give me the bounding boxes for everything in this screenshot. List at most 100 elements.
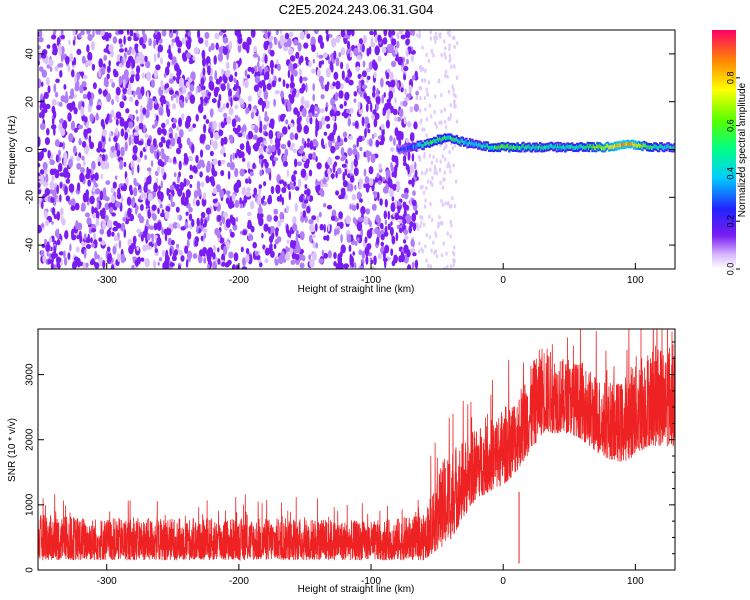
noise-dot bbox=[389, 188, 394, 197]
noise-dot bbox=[440, 199, 443, 204]
noise-dot bbox=[350, 160, 354, 171]
noise-dot bbox=[106, 73, 110, 80]
noise-dot bbox=[433, 170, 436, 175]
noise-dot bbox=[153, 69, 158, 79]
noise-dot bbox=[264, 40, 270, 46]
noise-dot bbox=[192, 197, 196, 206]
noise-dot bbox=[312, 241, 316, 249]
noise-dot bbox=[348, 183, 354, 192]
noise-dot bbox=[293, 39, 299, 46]
noise-dot bbox=[423, 151, 426, 157]
noise-dot bbox=[294, 132, 299, 141]
noise-dot bbox=[434, 31, 437, 37]
noise-dot bbox=[336, 222, 341, 227]
noise-dot bbox=[266, 83, 272, 91]
noise-dot bbox=[319, 223, 324, 231]
noise-dot bbox=[380, 229, 384, 235]
noise-dot bbox=[356, 221, 363, 232]
colorbar-scale bbox=[712, 30, 736, 269]
noise-dot bbox=[55, 256, 62, 264]
colorbar-tick-label: 0.6 bbox=[725, 119, 735, 132]
noise-dot bbox=[326, 234, 330, 242]
noise-dot bbox=[178, 142, 183, 149]
x-tick-label: -100 bbox=[361, 275, 381, 286]
noise-dot bbox=[314, 105, 318, 112]
noise-dot bbox=[83, 159, 86, 167]
noise-dot bbox=[260, 197, 264, 205]
noise-dot bbox=[42, 254, 46, 263]
noise-dot bbox=[195, 87, 198, 95]
noise-dot bbox=[356, 151, 360, 161]
noise-dot bbox=[313, 30, 318, 33]
noise-dot bbox=[253, 46, 258, 53]
noise-dot bbox=[217, 160, 221, 167]
noise-dot bbox=[115, 111, 122, 119]
noise-dot bbox=[123, 228, 127, 238]
noise-dot bbox=[424, 198, 427, 203]
noise-dot bbox=[425, 117, 428, 122]
noise-dot bbox=[380, 123, 385, 130]
noise-dot bbox=[73, 94, 77, 99]
noise-dot bbox=[242, 229, 247, 236]
noise-dot bbox=[379, 198, 383, 206]
noise-dot bbox=[425, 168, 429, 173]
noise-dot bbox=[64, 56, 70, 65]
noise-dot bbox=[443, 146, 446, 151]
noise-dot bbox=[140, 104, 143, 115]
noise-dot bbox=[381, 94, 385, 104]
noise-dot bbox=[450, 64, 453, 69]
noise-dot bbox=[449, 264, 453, 269]
noise-dot bbox=[246, 211, 252, 217]
noise-dot bbox=[128, 121, 134, 129]
noise-dot bbox=[405, 138, 410, 144]
noise-dot bbox=[318, 54, 324, 59]
noise-dot bbox=[181, 113, 185, 121]
noise-dot bbox=[127, 36, 132, 42]
noise-dot bbox=[39, 169, 45, 175]
noise-dot bbox=[166, 187, 170, 197]
noise-dot bbox=[415, 90, 419, 96]
noise-dot bbox=[152, 259, 157, 269]
noise-dot bbox=[315, 123, 320, 132]
noise-dot bbox=[230, 231, 235, 238]
noise-dot bbox=[50, 196, 55, 203]
noise-dot bbox=[41, 69, 47, 78]
noise-dot bbox=[371, 203, 377, 211]
noise-dot bbox=[395, 232, 399, 242]
noise-dot bbox=[226, 82, 230, 91]
noise-dot bbox=[362, 60, 366, 68]
noise-dot bbox=[392, 202, 395, 212]
noise-dot bbox=[56, 197, 60, 203]
noise-dot bbox=[200, 77, 205, 86]
noise-dot bbox=[155, 114, 159, 122]
noise-dot bbox=[111, 82, 116, 88]
noise-dot bbox=[341, 163, 347, 168]
noise-dot bbox=[361, 250, 366, 259]
noise-dot bbox=[432, 154, 435, 160]
noise-dot bbox=[120, 146, 125, 157]
noise-dot bbox=[38, 78, 42, 89]
noise-dot bbox=[45, 219, 50, 226]
noise-dot bbox=[299, 31, 305, 40]
noise-dot bbox=[182, 85, 187, 94]
noise-dot bbox=[344, 194, 348, 200]
noise-dot bbox=[49, 180, 55, 190]
noise-dot bbox=[73, 127, 78, 133]
noise-dot bbox=[242, 257, 246, 267]
noise-dot bbox=[200, 181, 205, 188]
noise-dot bbox=[53, 30, 57, 35]
noise-dot bbox=[120, 185, 125, 191]
noise-dot bbox=[297, 178, 302, 188]
noise-dot bbox=[192, 253, 198, 259]
noise-dot bbox=[127, 207, 132, 218]
noise-dot bbox=[435, 35, 438, 41]
noise-dot bbox=[346, 233, 352, 243]
noise-dot bbox=[282, 79, 286, 87]
noise-dot bbox=[200, 217, 204, 226]
noise-dot bbox=[333, 228, 338, 237]
noise-dot bbox=[444, 55, 447, 60]
noise-dot bbox=[255, 251, 259, 257]
noise-dot bbox=[333, 50, 337, 60]
noise-dot bbox=[170, 193, 173, 204]
noise-dot bbox=[350, 266, 356, 269]
